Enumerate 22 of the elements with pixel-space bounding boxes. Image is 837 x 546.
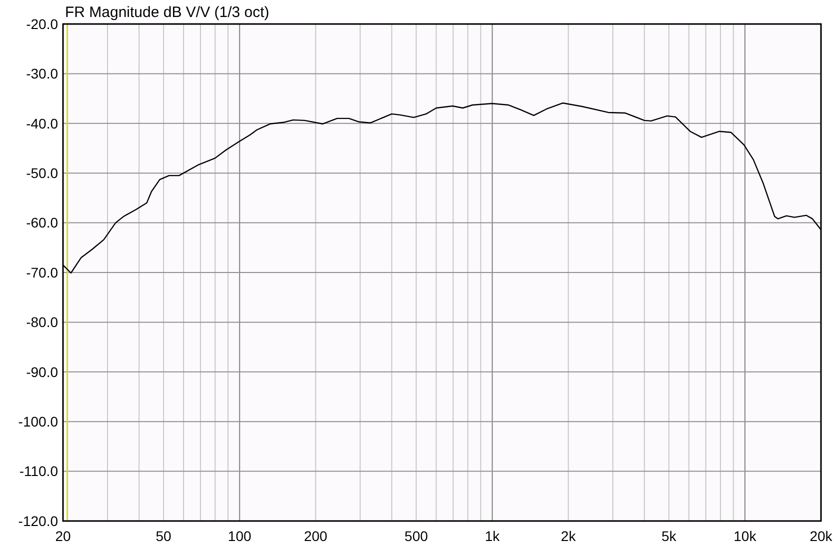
x-tick-label: 200 (304, 528, 328, 544)
y-tick-label: -50.0 (26, 165, 58, 181)
y-tick-label: -100.0 (18, 414, 58, 430)
y-tick-label: -80.0 (26, 314, 58, 330)
y-tick-label: -70.0 (26, 264, 58, 280)
x-tick-label: 500 (404, 528, 428, 544)
y-tick-label: -120.0 (18, 512, 58, 529)
x-tick-label: 20 (55, 528, 71, 544)
x-tick-label: 10k (734, 528, 758, 544)
x-tick-label: 20k (810, 528, 834, 544)
y-tick-label: -110.0 (19, 463, 58, 480)
x-tick-label: 1k (484, 528, 501, 544)
y-tick-label: -20.0 (26, 16, 58, 32)
y-tick-label: -30.0 (26, 66, 58, 82)
x-tick-label: 50 (156, 528, 172, 544)
y-tick-label: -60.0 (26, 214, 58, 231)
x-tick-label: 5k (661, 528, 678, 544)
y-tick-label: -90.0 (26, 364, 58, 380)
x-tick-label: 100 (228, 528, 252, 544)
x-tick-label: 2k (560, 528, 577, 544)
chart-title: FR Magnitude dB V/V (1/3 oct) (65, 4, 270, 21)
y-tick-label: -40.0 (26, 115, 58, 132)
